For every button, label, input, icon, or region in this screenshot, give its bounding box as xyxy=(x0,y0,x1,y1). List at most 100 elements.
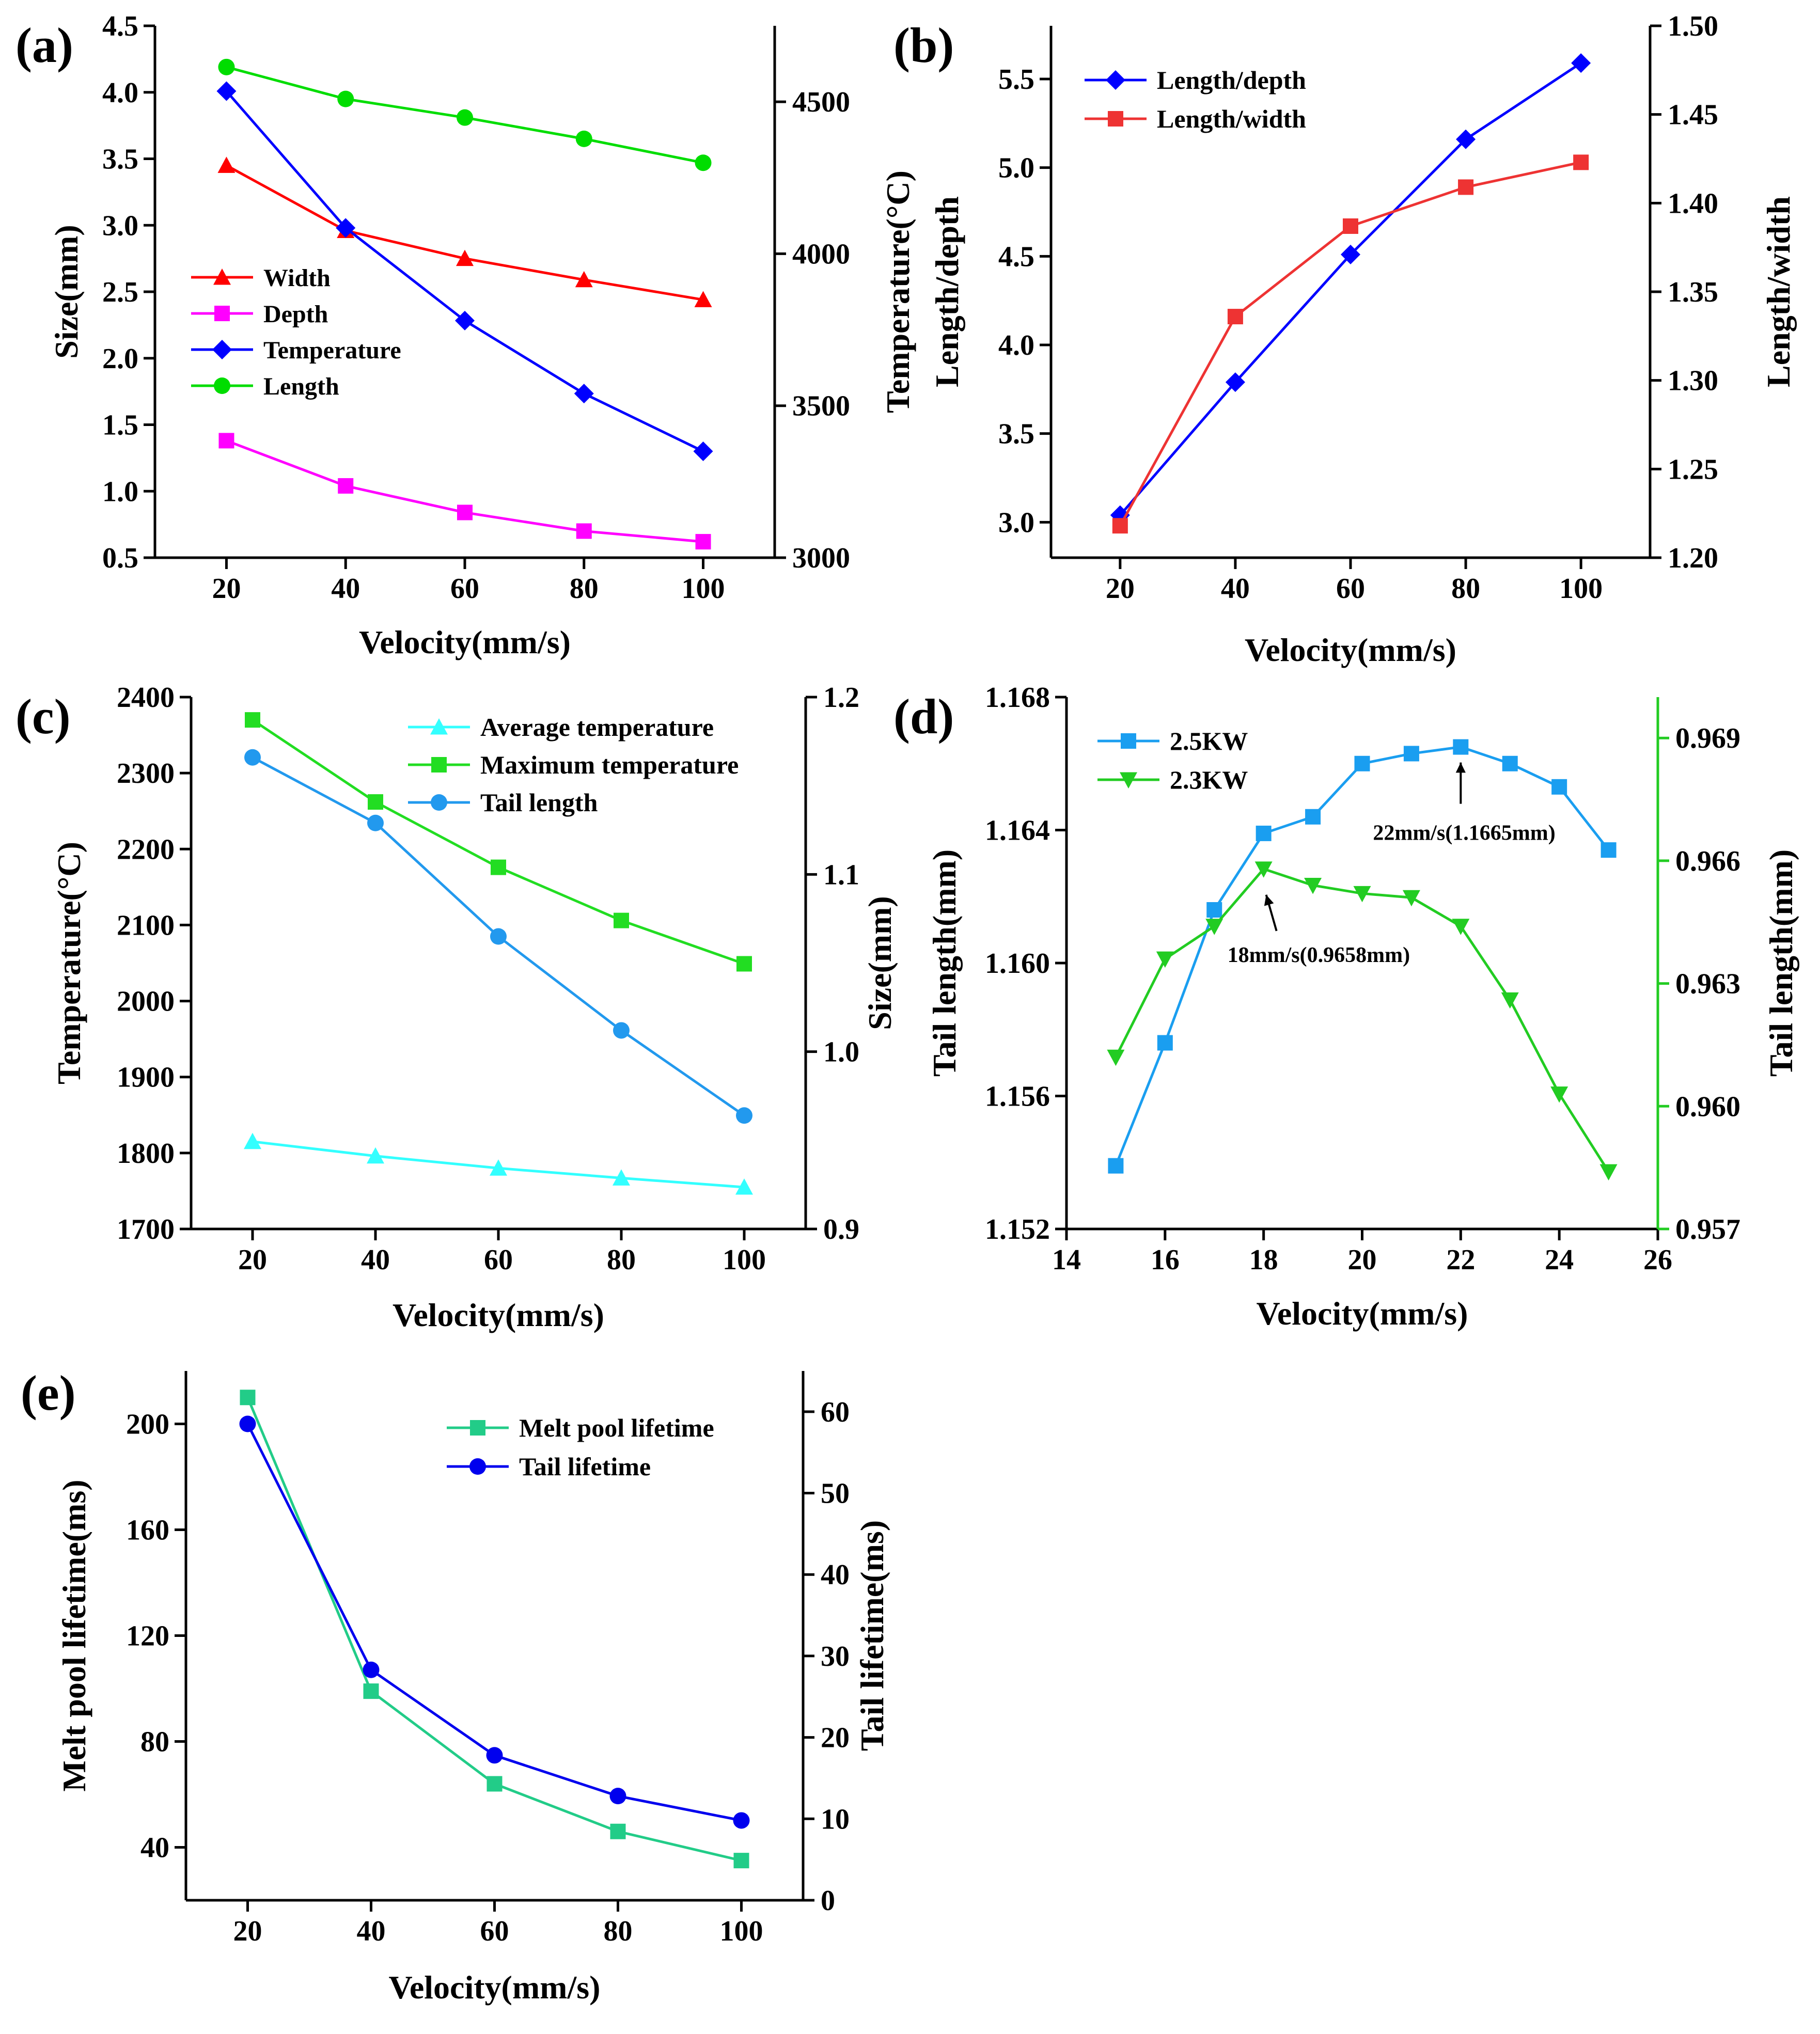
panel-label: (e) xyxy=(21,1365,76,1421)
data-point xyxy=(337,90,354,107)
data-point xyxy=(1305,809,1321,825)
data-point xyxy=(1304,878,1322,894)
data-point xyxy=(609,1788,626,1805)
data-point xyxy=(218,58,235,75)
x-tick-label: 60 xyxy=(484,1244,513,1276)
data-point xyxy=(695,534,711,550)
x-tick-label: 100 xyxy=(723,1244,766,1276)
y-tick-label: 2200 xyxy=(117,833,175,865)
y-tick-label: 1.152 xyxy=(985,1213,1050,1245)
data-point xyxy=(1341,244,1360,264)
panel-label: (d) xyxy=(893,689,954,744)
data-point xyxy=(1456,129,1476,149)
y-tick-label: 5.5 xyxy=(998,64,1034,96)
data-point xyxy=(576,523,592,539)
y-tick-label: 5.0 xyxy=(998,152,1034,184)
x-axis-label: Velocity(mm/s) xyxy=(1257,1295,1468,1332)
data-point xyxy=(1227,309,1243,325)
y-axis-label: Size(mm) xyxy=(48,225,85,358)
y2-tick-label: 1.30 xyxy=(1668,365,1718,397)
data-point xyxy=(693,442,713,461)
x-tick-label: 20 xyxy=(1348,1244,1377,1276)
data-point xyxy=(1254,861,1273,878)
data-point xyxy=(1402,890,1420,907)
y2-tick-label: 3500 xyxy=(792,390,850,422)
data-point xyxy=(1403,746,1419,762)
data-point xyxy=(1571,53,1591,73)
data-point xyxy=(1601,842,1617,858)
x-tick-label: 80 xyxy=(1451,573,1480,605)
y2-tick-label: 1.45 xyxy=(1668,99,1718,131)
legend-marker xyxy=(431,757,447,772)
legend-label: Depth xyxy=(263,301,328,328)
y-tick-label: 4.0 xyxy=(102,77,138,109)
y2-tick-label: 0 xyxy=(821,1885,835,1917)
data-point xyxy=(733,1853,749,1869)
data-point xyxy=(694,291,712,307)
y-tick-label: 4.5 xyxy=(998,241,1034,273)
x-tick-label: 100 xyxy=(720,1915,763,1947)
data-point xyxy=(363,1683,379,1699)
x-tick-label: 26 xyxy=(1643,1244,1672,1276)
y-tick-label: 200 xyxy=(126,1409,169,1441)
series-line-1 xyxy=(1115,867,1610,1173)
y2-axis-label: Tail lifetime(ms) xyxy=(854,1520,890,1751)
y2-tick-label: 1.0 xyxy=(823,1036,859,1068)
annotation-label: 22mm/s(1.1665mm) xyxy=(1373,822,1555,845)
data-point xyxy=(1108,1158,1124,1174)
y2-axis-label: Temperature(°C) xyxy=(880,170,916,413)
y2-tick-label: 1.1 xyxy=(823,859,859,891)
panel-label: (b) xyxy=(893,18,954,73)
y-tick-label: 120 xyxy=(126,1620,169,1652)
panel-label: (c) xyxy=(15,689,71,744)
y-tick-label: 3.5 xyxy=(102,144,138,176)
data-point xyxy=(614,912,629,928)
y-axis-label: Melt pool lifetime(ms) xyxy=(56,1479,92,1791)
chart-panel-d: (d) 14 16 18 20 22 24 26 1.152 1.156 1.160 1.164 1.1… xyxy=(893,682,1799,1332)
data-point xyxy=(610,1823,626,1839)
y2-tick-label: 1.2 xyxy=(823,682,859,714)
x-tick-label: 40 xyxy=(357,1915,386,1947)
y-tick-label: 80 xyxy=(140,1726,169,1758)
legend-label: Tail length xyxy=(480,788,598,817)
x-tick-label: 60 xyxy=(480,1915,509,1947)
data-point xyxy=(244,1132,261,1149)
y2-tick-label: 0.957 xyxy=(1675,1213,1740,1245)
y2-tick-label: 0.963 xyxy=(1675,968,1740,1000)
x-tick-label: 60 xyxy=(1336,573,1365,605)
x-tick-label: 80 xyxy=(607,1244,636,1276)
data-point xyxy=(217,156,236,173)
y2-tick-label: 0.960 xyxy=(1675,1091,1740,1123)
legend-label: Length/depth xyxy=(1157,66,1306,94)
x-tick-label: 100 xyxy=(1559,573,1603,605)
legend-marker xyxy=(1106,70,1125,90)
data-point xyxy=(1107,1049,1125,1066)
data-point xyxy=(695,154,712,171)
y2-tick-label: 1.20 xyxy=(1668,542,1718,574)
data-point xyxy=(491,859,506,875)
y-tick-label: 1.160 xyxy=(985,948,1050,980)
legend-marker xyxy=(1108,111,1123,127)
data-point xyxy=(456,249,474,266)
data-point xyxy=(216,81,237,101)
data-point xyxy=(245,712,260,728)
x-axis-label: Velocity(mm/s) xyxy=(1245,632,1456,668)
data-point xyxy=(363,1661,380,1678)
legend-label: Width xyxy=(263,264,331,292)
y2-tick-label: 10 xyxy=(821,1803,850,1835)
y2-tick-label: 1.50 xyxy=(1668,10,1718,42)
data-point xyxy=(1573,154,1589,170)
x-tick-label: 20 xyxy=(233,1915,262,1947)
x-tick-label: 22 xyxy=(1446,1244,1475,1276)
x-axis-label: Velocity(mm/s) xyxy=(359,624,571,660)
legend-label: Average temperature xyxy=(480,713,714,742)
data-point xyxy=(733,1812,750,1829)
chart-panel-b: (b) 20 40 60 80 100 3.0 3.5 4.0 4.5 5.0 5.5 1.20 1.25… xyxy=(893,10,1797,668)
y-tick-label: 3.0 xyxy=(998,507,1034,539)
data-point xyxy=(1256,825,1272,841)
y-tick-label: 1900 xyxy=(117,1062,175,1094)
data-point xyxy=(613,1022,630,1039)
legend-marker xyxy=(431,794,447,811)
legend-marker xyxy=(214,306,230,321)
